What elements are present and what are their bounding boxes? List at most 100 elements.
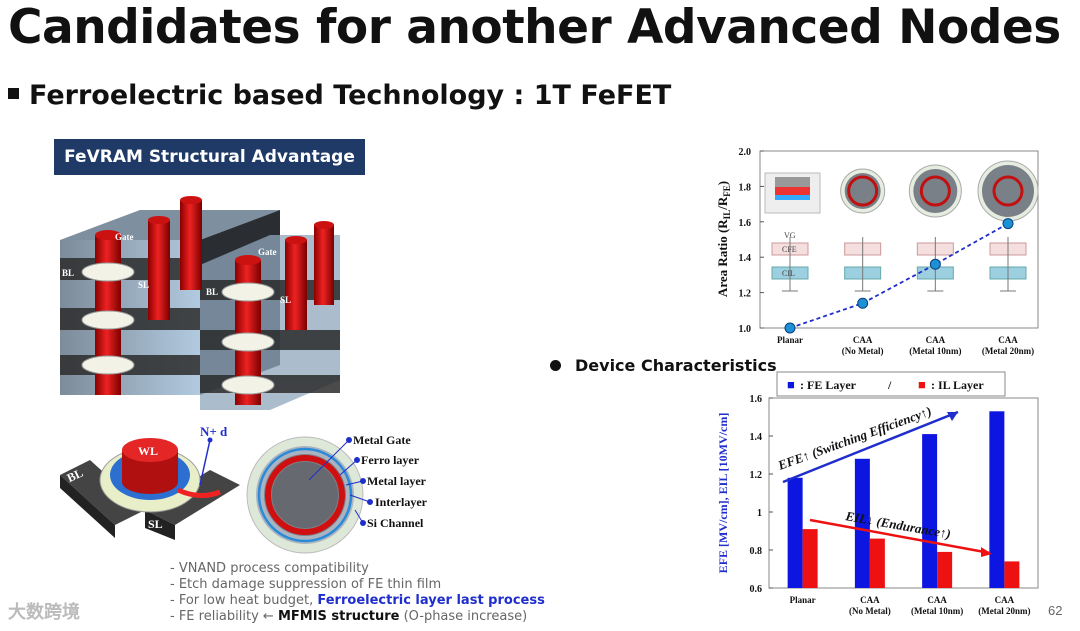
cross-section-diagram: Metal Gate Ferro layer Metal layer Inter… [246,433,428,554]
y-tick-label: 0.6 [750,584,763,595]
slide-subtitle: Ferroelectric based Technology : 1T FeFE… [8,80,671,111]
area-ratio-point [1002,218,1014,230]
x-tick-label: (Metal 10nm) [911,606,963,616]
legend-separator: / [887,378,892,392]
il-layer-bar [802,529,818,588]
bar-chart-y-axis-label: EFE [MV/cm], EIL [10MV/cm] [716,413,730,574]
layer-label-metal: Metal layer [367,474,427,488]
ferro-ring-icon [992,175,1024,207]
area-ratio-point [784,322,796,334]
x-tick-label: Planar [790,595,816,605]
bar-chart-legend [776,371,1006,397]
cfe-label: CFE [782,245,797,254]
layer-label-metal-gate: Metal Gate [353,433,411,447]
cil-label: CIL [782,269,795,278]
efe-trend-arrow [782,410,959,484]
note-text: - For low heat budget, [170,593,318,608]
legend-il-swatch: ■ [918,377,926,392]
x-tick-label: CAA [927,595,947,605]
subtitle-text: Ferroelectric based Technology : 1T FeFE… [29,80,672,111]
eil-arrow-head [981,547,992,557]
sl-label-1: SL [138,280,149,290]
note-text: - VNAND process compatibility [170,561,369,576]
note-tail: (O-phase increase) [399,609,528,624]
cell-core-icon [913,169,958,213]
square-bullet-icon [8,88,19,99]
il-layer-bar [1004,561,1020,588]
y-tick-label: 1.6 [750,394,763,405]
notes-list: - VNAND process compatibility - Etch dam… [170,561,545,625]
ferro-ring-icon [847,175,879,207]
y-tick-label: 1.4 [750,432,763,443]
fe-layer-bar [989,411,1005,588]
bl-label-2: BL [206,287,218,297]
y-tick-label: 2.0 [739,147,752,158]
layer-label-interlayer: Interlayer [375,495,428,509]
y-tick-label: 1 [757,508,762,519]
y-tick-label: 1.6 [739,218,752,229]
area-ratio-line [789,222,1009,329]
il-layer-bar [937,551,953,588]
legend-fe-label: : FE Layer [800,378,857,392]
il-layer-bar [869,538,885,588]
wl-label: WL [138,444,158,458]
x-tick-label: CAA [995,595,1015,605]
x-tick-label: (Metal 10nm) [909,346,961,356]
gate-label-2: Gate [258,247,277,257]
cell-core-icon [982,165,1034,217]
x-tick-label: CAA [853,335,873,345]
vg-label: VG [784,231,796,240]
x-tick-label: (No Metal) [849,606,891,616]
x-tick-label: CAA [998,335,1018,345]
area-ratio-y-axis-label: Area Ratio (RIL/RFE) [715,181,732,297]
fe-layer-bar [922,434,938,588]
note-item: - FE reliability ← MFMIS structure (O-ph… [170,609,545,625]
legend-il-label: : IL Layer [931,378,984,392]
layer-label-si-channel: Si Channel [367,516,424,530]
x-tick-label: (Metal 20nm) [982,346,1034,356]
area-ratio-point [857,297,869,309]
fe-layer-bar [854,458,870,588]
x-tick-label: Planar [777,335,803,345]
watermark-logo: 大数跨境 [8,602,80,622]
y-tick-label: 1.8 [739,182,752,193]
x-tick-label: (No Metal) [842,346,884,356]
device-characteristics-text: Device Characteristics [575,356,777,375]
layer-label-ferro: Ferro layer [361,453,420,467]
gate-label-1: Gate [115,232,134,242]
ferro-ring-icon [919,175,951,207]
device-characteristics-heading: Device Characteristics [550,356,777,375]
n-plus-d-label: N+ d [200,424,228,439]
structural-advantage-banner: FeVRAM Structural Advantage [54,139,365,175]
efe-arrow-head [947,412,958,421]
x-tick-label: (Metal 20nm) [978,606,1030,616]
fevram-3d-diagram: Gate Gate BL SL BL SL [60,196,340,410]
cell-bl-label: BL [65,466,85,485]
note-text: - FE reliability ← [170,609,278,624]
eil-trend-arrow [809,518,991,555]
electric-field-bar-chart: 1.6 1.4 1.2 1 0.8 0.6 ■ : FE Layer / ■ : IL Layer P… [716,371,1039,616]
page-number: 62 [1048,603,1063,618]
y-tick-label: 1.0 [739,324,752,335]
y-tick-label: 0.8 [750,546,763,557]
note-bold: MFMIS structure [277,609,400,624]
sl-label-2: SL [280,295,291,305]
single-cell-diagram: WL BL SL N+ d [60,424,240,540]
y-tick-label: 1.2 [739,289,752,300]
note-highlight: Ferroelectric layer last process [317,593,545,608]
note-item: - For low heat budget, Ferroelectric lay… [170,593,545,609]
x-tick-label: CAA [860,595,880,605]
x-tick-label: CAA [926,335,946,345]
area-ratio-point [929,258,941,270]
fe-layer-bar [787,477,803,588]
slide-title: Candidates for another Advanced Nodes [8,0,1061,55]
note-item: - VNAND process compatibility [170,561,545,577]
y-tick-label: 1.2 [750,470,763,481]
note-item: - Etch damage suppression of FE thin fil… [170,577,545,593]
legend-fe-swatch: ■ [787,377,795,392]
note-text: - Etch damage suppression of FE thin fil… [170,577,442,592]
bullet-dot-icon [550,360,561,371]
cell-sl-label: SL [148,517,163,531]
y-tick-label: 1.4 [739,253,752,264]
